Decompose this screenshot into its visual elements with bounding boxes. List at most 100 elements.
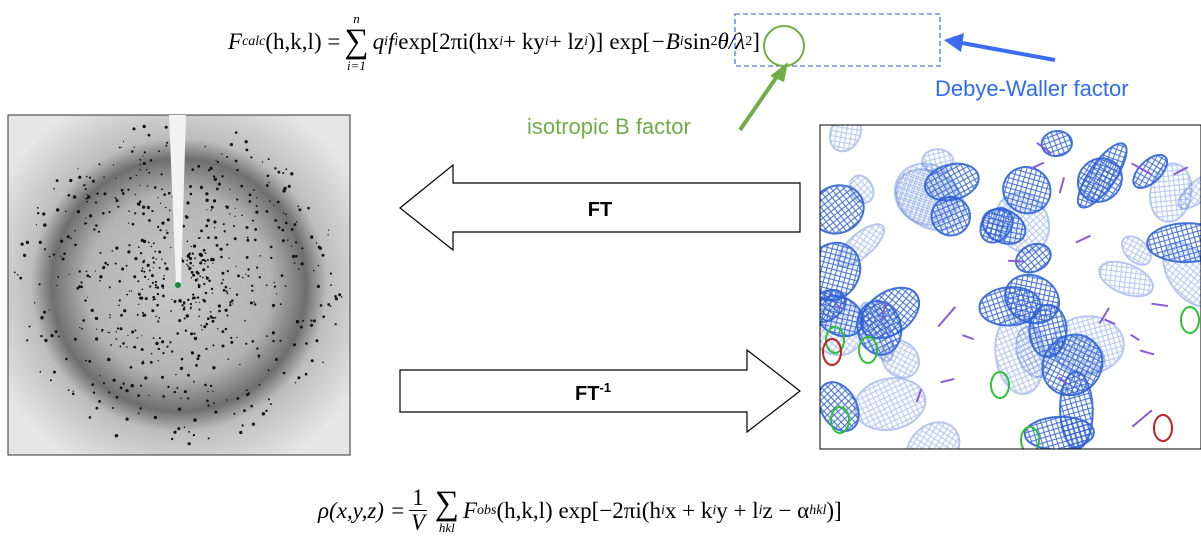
diffraction-spot bbox=[85, 188, 87, 190]
diffraction-spot bbox=[259, 276, 261, 278]
diffraction-spot bbox=[89, 276, 91, 278]
diffraction-spot bbox=[115, 247, 118, 250]
diffraction-spot bbox=[69, 274, 70, 275]
diffraction-spot bbox=[174, 300, 177, 303]
diffraction-spot bbox=[294, 223, 297, 226]
diffraction-spot bbox=[330, 284, 332, 286]
ift-text: FT bbox=[575, 383, 599, 405]
diffraction-spot bbox=[232, 303, 233, 304]
ft-label: FT bbox=[588, 199, 612, 221]
diffraction-spot bbox=[135, 330, 137, 332]
diffraction-spot bbox=[295, 255, 298, 258]
diffraction-spot bbox=[139, 185, 140, 186]
diffraction-spot bbox=[295, 382, 296, 383]
diffraction-spot bbox=[236, 337, 237, 338]
diffraction-spot bbox=[113, 164, 114, 165]
diffraction-spot bbox=[79, 270, 81, 272]
diffraction-spot bbox=[151, 309, 154, 312]
diffraction-spot bbox=[80, 281, 82, 283]
diffraction-spot bbox=[37, 212, 39, 214]
diffraction-spot bbox=[211, 206, 214, 209]
diffraction-spot bbox=[212, 391, 213, 392]
diffraction-spot bbox=[198, 286, 201, 289]
diffraction-spot bbox=[221, 153, 222, 154]
diffraction-spot bbox=[138, 293, 141, 296]
diffraction-spot bbox=[140, 385, 142, 387]
electron-density-formula: ρ(x,y,z) = 1V ∑hkl Fobs (h,k,l) exp[−2πi… bbox=[318, 486, 842, 535]
diffraction-spot bbox=[158, 150, 160, 152]
diffraction-spot bbox=[191, 277, 192, 278]
diffraction-spot bbox=[187, 265, 189, 267]
diffraction-spot bbox=[84, 184, 86, 186]
diffraction-spot bbox=[163, 193, 166, 196]
diffraction-spot bbox=[198, 316, 200, 318]
formula-part: 2 bbox=[745, 34, 752, 50]
formula-part: F bbox=[463, 498, 477, 524]
diffraction-spot bbox=[142, 155, 143, 156]
diffraction-spot bbox=[296, 221, 298, 223]
diffraction-spot bbox=[212, 366, 215, 369]
diffraction-spot bbox=[239, 431, 242, 434]
diffraction-spot bbox=[305, 373, 308, 376]
diffraction-spot bbox=[298, 206, 300, 208]
diffraction-spot bbox=[57, 276, 59, 278]
diffraction-spot bbox=[99, 280, 101, 282]
diffraction-spot bbox=[87, 195, 90, 198]
diffraction-spot bbox=[88, 360, 91, 363]
diffraction-spot bbox=[218, 304, 221, 307]
diffraction-spot bbox=[175, 374, 177, 376]
diffraction-spot bbox=[184, 426, 186, 428]
diffraction-spot bbox=[275, 358, 278, 361]
diffraction-spot bbox=[254, 228, 257, 231]
diffraction-spot bbox=[253, 189, 255, 191]
diffraction-spot bbox=[285, 168, 287, 170]
diffraction-spot bbox=[43, 311, 46, 314]
diffraction-spot bbox=[17, 274, 19, 276]
diffraction-spot bbox=[192, 296, 195, 299]
diffraction-spot bbox=[327, 303, 330, 306]
formula-part: −B bbox=[650, 29, 680, 55]
diffraction-spot bbox=[299, 208, 302, 211]
diffraction-spot bbox=[157, 320, 159, 322]
diffraction-spot bbox=[216, 244, 219, 247]
diffraction-spot bbox=[138, 246, 140, 248]
diffraction-spot bbox=[81, 328, 83, 330]
diffraction-spot bbox=[268, 369, 270, 371]
diffraction-spot bbox=[256, 197, 257, 198]
diffraction-spot bbox=[213, 199, 216, 202]
diffraction-spot bbox=[96, 329, 97, 330]
diffraction-spot bbox=[245, 274, 246, 275]
diffraction-spot bbox=[206, 209, 207, 210]
diffraction-spot bbox=[108, 211, 110, 213]
diffraction-spot bbox=[103, 382, 105, 384]
diffraction-spot bbox=[186, 201, 189, 204]
diffraction-spot bbox=[189, 257, 190, 258]
debye-waller-label: Debye-Waller factor bbox=[935, 76, 1129, 102]
diffraction-spot bbox=[320, 304, 323, 307]
diffraction-spot bbox=[131, 331, 134, 334]
diffraction-spot bbox=[278, 226, 281, 229]
diffraction-spot bbox=[242, 424, 244, 426]
diffraction-spot bbox=[295, 241, 297, 243]
diffraction-spot bbox=[164, 262, 166, 264]
diffraction-spot bbox=[116, 199, 119, 202]
diffraction-spot bbox=[274, 282, 275, 283]
diffraction-spot bbox=[288, 185, 291, 188]
diffraction-spot bbox=[163, 236, 166, 239]
diffraction-spot bbox=[190, 193, 193, 196]
diffraction-spot bbox=[272, 331, 275, 334]
diffraction-spot bbox=[82, 319, 85, 322]
diffraction-spot bbox=[112, 250, 114, 252]
diffraction-spot bbox=[161, 340, 164, 343]
diffraction-spot bbox=[230, 143, 233, 146]
diffraction-spot bbox=[290, 172, 293, 175]
diffraction-spot bbox=[190, 303, 192, 305]
diffraction-spot bbox=[259, 384, 261, 386]
diffraction-spot bbox=[86, 271, 88, 273]
diffraction-spot bbox=[246, 226, 249, 229]
formula-part: + ky bbox=[503, 29, 545, 55]
diffraction-spot bbox=[274, 219, 277, 222]
diffraction-spot bbox=[254, 303, 256, 305]
diffraction-spot bbox=[200, 325, 202, 327]
diffraction-spot bbox=[203, 283, 205, 285]
